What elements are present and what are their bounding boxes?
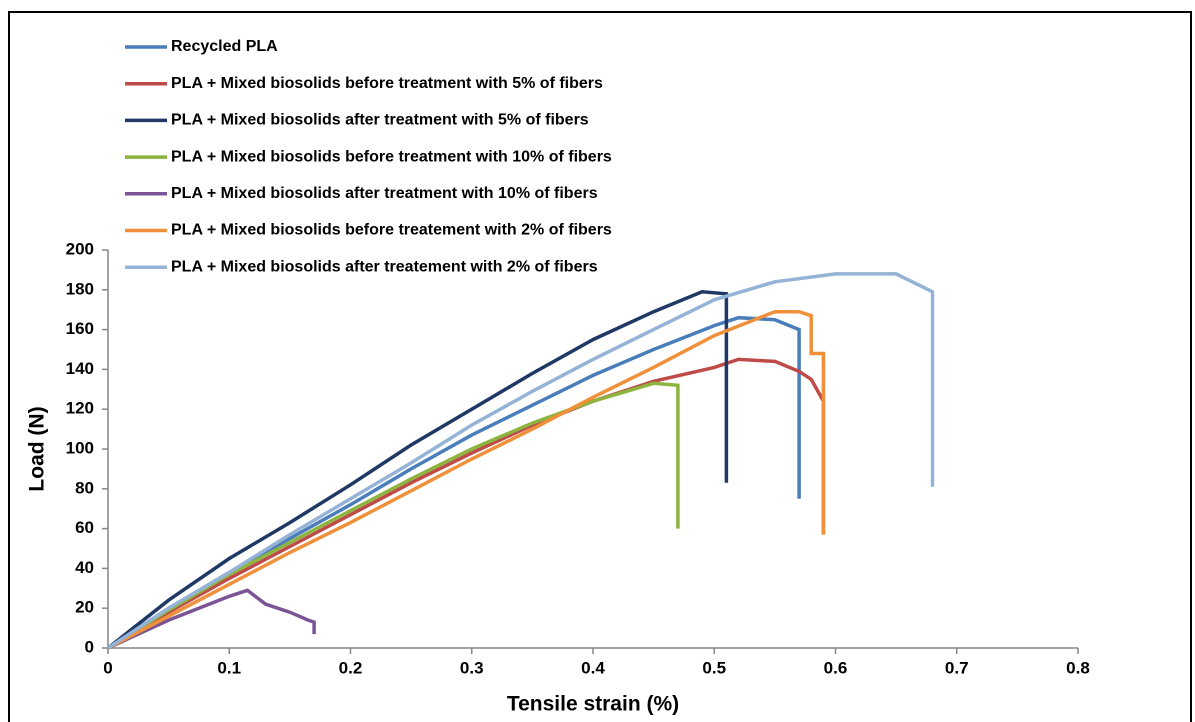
- y-tick-label: 120: [66, 399, 94, 418]
- y-tick-label: 80: [75, 478, 94, 497]
- x-tick-label: 0.7: [945, 658, 969, 677]
- x-tick-label: 0.8: [1066, 658, 1090, 677]
- x-tick-label: 0.2: [339, 658, 363, 677]
- series-line: [107, 588, 316, 650]
- y-tick-label: 60: [75, 518, 94, 537]
- x-tick-label: 0.6: [824, 658, 848, 677]
- y-tick-label: 160: [66, 319, 94, 338]
- legend-label: PLA + Mixed biosolids after treatment wi…: [171, 112, 589, 129]
- series-line: [107, 309, 826, 650]
- x-tick-label: 0.3: [460, 658, 484, 677]
- y-tick-label: 20: [75, 598, 94, 617]
- legend-label: PLA + Mixed biosolids after treatment wi…: [171, 185, 598, 202]
- x-tick-label: 0.5: [702, 658, 726, 677]
- y-tick-label: 140: [66, 359, 94, 378]
- y-axis-title: Load (N): [26, 406, 49, 491]
- legend-label: PLA + Mixed biosolids before treatment w…: [171, 75, 603, 92]
- series-line: [107, 272, 935, 650]
- y-tick-label: 200: [66, 239, 94, 258]
- legend-label: PLA + Mixed biosolids after treatement w…: [171, 258, 598, 275]
- legend-label: Recycled PLA: [171, 38, 278, 55]
- x-axis-title: Tensile strain (%): [507, 693, 679, 716]
- legend-label: PLA + Mixed biosolids before treatment w…: [171, 148, 612, 165]
- legend-label: PLA + Mixed biosolids before treatement …: [171, 222, 612, 239]
- x-tick-label: 0: [103, 658, 112, 677]
- x-tick-label: 0.4: [581, 658, 605, 677]
- y-tick-label: 100: [66, 438, 94, 457]
- x-tick-label: 0.1: [217, 658, 241, 677]
- y-tick-label: 40: [75, 558, 94, 577]
- series-line: [106, 290, 729, 650]
- y-tick-label: 0: [85, 637, 94, 656]
- y-tick-label: 180: [66, 279, 94, 298]
